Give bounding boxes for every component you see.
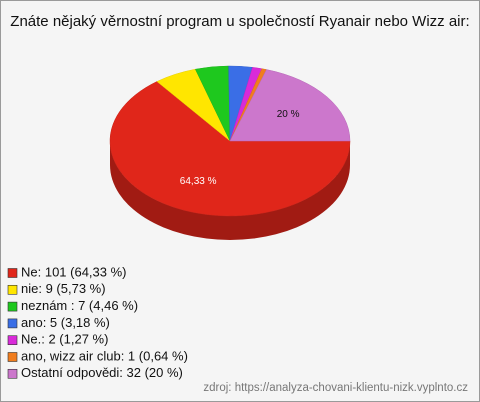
slice-side <box>110 141 350 240</box>
legend-swatch <box>7 284 18 295</box>
data-label: 64,33 % <box>180 176 217 187</box>
source: zdroj: https://analyza-chovani-klientu-n… <box>203 382 468 394</box>
data-label: 20 % <box>277 109 300 120</box>
legend-swatch <box>7 368 18 379</box>
legend-swatch <box>7 318 18 329</box>
legend-label: Ne.: 2 (1,27 %) <box>21 332 108 347</box>
legend-swatch <box>7 352 18 362</box>
legend-swatch <box>7 301 18 312</box>
chart-title: Znáte nějaký věrnostní program u společn… <box>10 13 469 30</box>
legend-label: Ne: 101 (64,33 %) <box>21 264 127 279</box>
legend-label: ano, wizz air club: 1 (0,64 %) <box>21 348 188 363</box>
legend-label: nie: 9 (5,73 %) <box>21 281 106 296</box>
legend-swatch <box>7 268 18 278</box>
legend-label: neznám : 7 (4,46 %) <box>21 298 138 313</box>
slice <box>229 69 351 142</box>
legend-label: ano: 5 (3,18 %) <box>21 315 110 330</box>
legend-swatch <box>7 335 18 346</box>
slice <box>109 81 351 217</box>
legend-label: Ostatní odpovědi: 32 (20 %) <box>21 365 183 380</box>
